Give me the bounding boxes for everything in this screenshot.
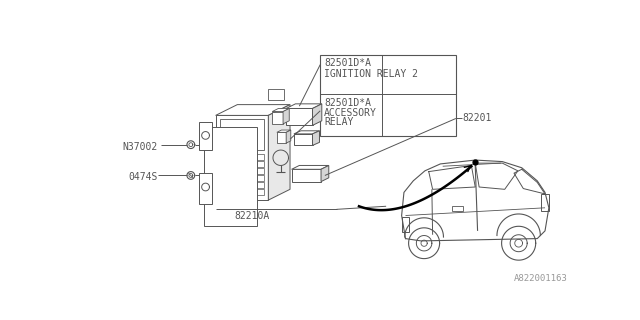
Text: 82501D*A: 82501D*A [324, 59, 371, 68]
Bar [234, 154, 249, 160]
Text: ACCESSORY: ACCESSORY [324, 108, 377, 118]
Text: IGNITION RELAY 2: IGNITION RELAY 2 [324, 69, 418, 79]
Bar [234, 175, 249, 181]
Polygon shape [277, 132, 286, 143]
Text: 82201: 82201 [462, 113, 492, 123]
Bar [403, 217, 408, 232]
Bar [452, 206, 463, 211]
Bar [541, 194, 549, 211]
Polygon shape [272, 108, 289, 112]
Text: N37002: N37002 [123, 141, 158, 152]
Bar [250, 182, 264, 188]
Text: 82210A: 82210A [234, 211, 269, 221]
Bar [214, 202, 226, 209]
Polygon shape [292, 169, 321, 182]
Polygon shape [312, 131, 319, 145]
Bar [219, 182, 234, 188]
Bar [219, 154, 234, 160]
Polygon shape [312, 104, 322, 125]
Bar [250, 154, 264, 160]
Polygon shape [272, 112, 283, 124]
Bar [234, 168, 249, 174]
Polygon shape [277, 130, 291, 132]
Polygon shape [321, 165, 329, 182]
Bar [216, 116, 268, 200]
Polygon shape [286, 130, 291, 143]
Text: 82501D*A: 82501D*A [324, 98, 371, 108]
Bar [250, 188, 264, 195]
Polygon shape [216, 105, 290, 116]
Polygon shape [198, 122, 212, 150]
Bar [219, 175, 234, 181]
Bar [219, 168, 234, 174]
Polygon shape [294, 134, 312, 145]
Bar [320, 55, 456, 136]
Polygon shape [198, 173, 212, 204]
Text: RELAY: RELAY [324, 117, 353, 127]
Polygon shape [286, 104, 322, 108]
Polygon shape [204, 127, 257, 226]
Text: A822001163: A822001163 [514, 274, 568, 283]
Polygon shape [268, 105, 290, 200]
Bar [250, 175, 264, 181]
Polygon shape [294, 131, 319, 134]
Text: 0474S: 0474S [128, 172, 157, 182]
Bar [234, 188, 249, 195]
Bar [268, 89, 284, 100]
Polygon shape [283, 108, 289, 124]
Bar [250, 161, 264, 167]
Polygon shape [292, 165, 329, 169]
Polygon shape [286, 108, 312, 125]
Bar [220, 119, 264, 150]
Bar [234, 161, 249, 167]
Bar [234, 182, 249, 188]
Bar [219, 161, 234, 167]
Bar [219, 188, 234, 195]
Bar [250, 168, 264, 174]
